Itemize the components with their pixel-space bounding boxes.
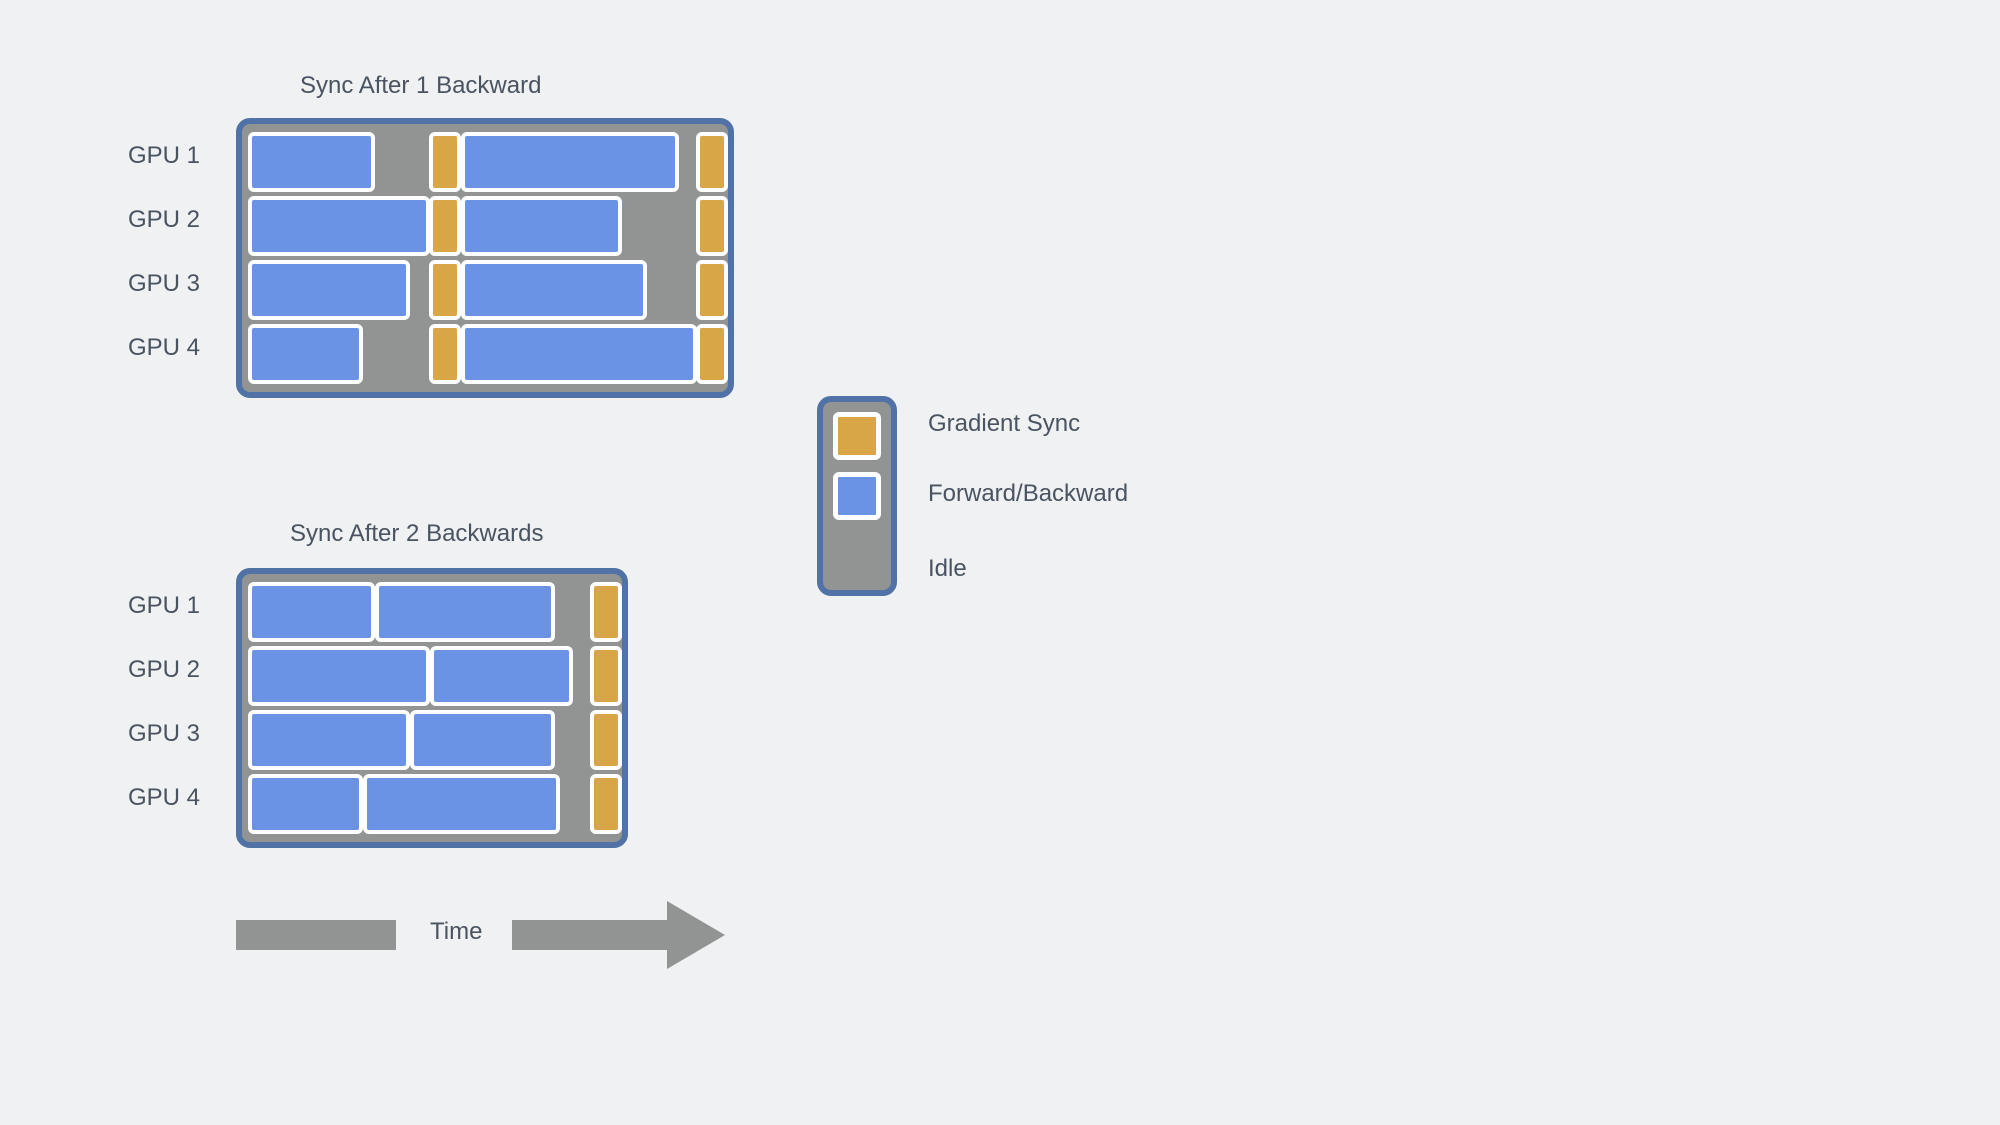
timeline-row <box>248 772 622 836</box>
gpu-label: GPU 2 <box>128 656 200 684</box>
compute-block <box>410 710 555 770</box>
sync-block <box>429 196 461 256</box>
compute-block <box>430 646 573 706</box>
gpu-label: GPU 3 <box>128 270 200 298</box>
sync-block <box>590 710 622 770</box>
sync-block <box>696 260 728 320</box>
sync-block <box>696 196 728 256</box>
sync-block <box>696 132 728 192</box>
legend-frame <box>817 396 897 596</box>
diagram1-title: Sync After 1 Backward <box>300 72 541 100</box>
timeline-row <box>248 130 728 194</box>
compute-block <box>248 260 410 320</box>
timeline-row <box>248 194 728 258</box>
sync-block <box>429 132 461 192</box>
compute-block <box>248 774 363 834</box>
time-axis-arrow-shaft <box>512 920 667 950</box>
compute-block <box>248 646 430 706</box>
gpu-label: GPU 3 <box>128 720 200 748</box>
compute-block <box>461 324 697 384</box>
timeline-row <box>248 258 728 322</box>
diagram2-frame <box>236 568 628 848</box>
time-axis-bar <box>236 920 396 950</box>
sync-block <box>590 582 622 642</box>
compute-block <box>248 710 410 770</box>
timeline-row <box>248 580 622 644</box>
diagram1-frame <box>236 118 734 398</box>
compute-block <box>363 774 560 834</box>
diagram2-title: Sync After 2 Backwards <box>290 520 543 548</box>
sync-block <box>429 324 461 384</box>
gpu-label: GPU 1 <box>128 142 200 170</box>
sync-block <box>590 774 622 834</box>
legend-swatch-idle <box>833 532 881 580</box>
gpu-label: GPU 1 <box>128 592 200 620</box>
compute-block <box>375 582 555 642</box>
legend-swatch-compute <box>833 472 881 520</box>
sync-block <box>429 260 461 320</box>
compute-block <box>461 260 647 320</box>
timeline-row <box>248 322 728 386</box>
compute-block <box>461 132 679 192</box>
legend-label: Idle <box>928 555 967 583</box>
time-axis-arrow-head <box>667 901 725 969</box>
sync-block <box>696 324 728 384</box>
legend-label: Gradient Sync <box>928 410 1080 438</box>
time-axis-label: Time <box>430 918 482 946</box>
compute-block <box>248 582 375 642</box>
legend-label: Forward/Backward <box>928 480 1128 508</box>
compute-block <box>248 132 375 192</box>
timeline-row <box>248 708 622 772</box>
sync-block <box>590 646 622 706</box>
gpu-label: GPU 4 <box>128 334 200 362</box>
compute-block <box>248 196 430 256</box>
gpu-label: GPU 4 <box>128 784 200 812</box>
legend-swatch-sync <box>833 412 881 460</box>
gpu-label: GPU 2 <box>128 206 200 234</box>
compute-block <box>248 324 363 384</box>
compute-block <box>461 196 622 256</box>
timeline-row <box>248 644 622 708</box>
